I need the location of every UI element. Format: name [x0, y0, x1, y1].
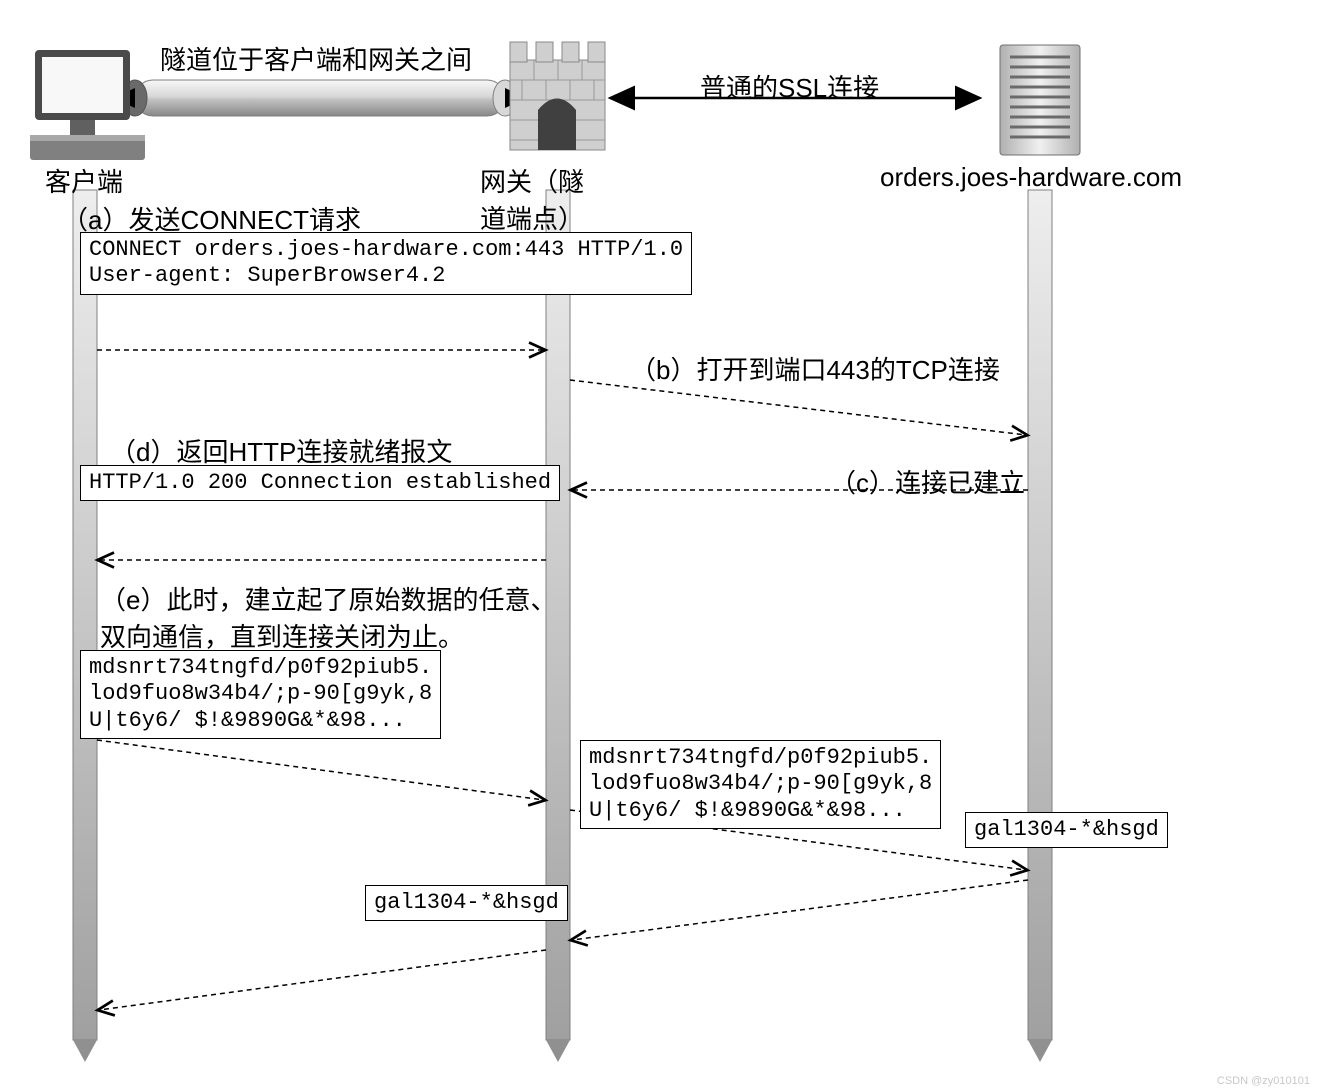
lifeline-client [73, 190, 97, 1062]
arrow-e4 [99, 950, 546, 1010]
connect-request-box: CONNECT orders.joes-hardware.com:443 HTT… [80, 232, 692, 295]
client-label: 客户端 [45, 162, 123, 199]
step-c-label: （c）连接已建立 [830, 463, 1025, 500]
gateway-label: 网关（隧 道端点） [480, 162, 584, 236]
resp1-box: gal1304-*&hsgd [965, 812, 1168, 848]
watermark-text: CSDN @zy010101 [1217, 1075, 1310, 1087]
server-label: orders.joes-hardware.com [880, 162, 1182, 193]
resp2-box: gal1304-*&hsgd [365, 885, 568, 921]
step-e-label: （e）此时，建立起了原始数据的任意、 双向通信，直到连接关闭为止。 [100, 580, 556, 654]
established-box: HTTP/1.0 200 Connection established [80, 465, 560, 501]
gateway-icon [510, 42, 605, 150]
lifeline-server [1028, 190, 1052, 1062]
computer-icon [30, 50, 145, 160]
blob1-box: mdsnrt734tngfd/p0f92piub5. lod9fuo8w34b4… [80, 650, 441, 739]
tunnel-top-label: 隧道位于客户端和网关之间 [160, 40, 472, 77]
step-d-label: （d）返回HTTP连接就绪报文 [110, 432, 452, 469]
tunnel-pipe-icon [123, 80, 517, 116]
ssl-top-label: 普通的SSL连接 [700, 68, 879, 105]
server-icon [1000, 45, 1080, 155]
step-b-label: （b）打开到端口443的TCP连接 [630, 350, 1000, 387]
blob2-box: mdsnrt734tngfd/p0f92piub5. lod9fuo8w34b4… [580, 740, 941, 829]
arrow-e3 [572, 880, 1028, 940]
tunnel-diagram: 客户端 网关（隧 道端点） orders.joes-hardware.com 隧… [0, 0, 1320, 1092]
arrow-e1 [97, 740, 544, 800]
arrow-b [570, 380, 1026, 435]
